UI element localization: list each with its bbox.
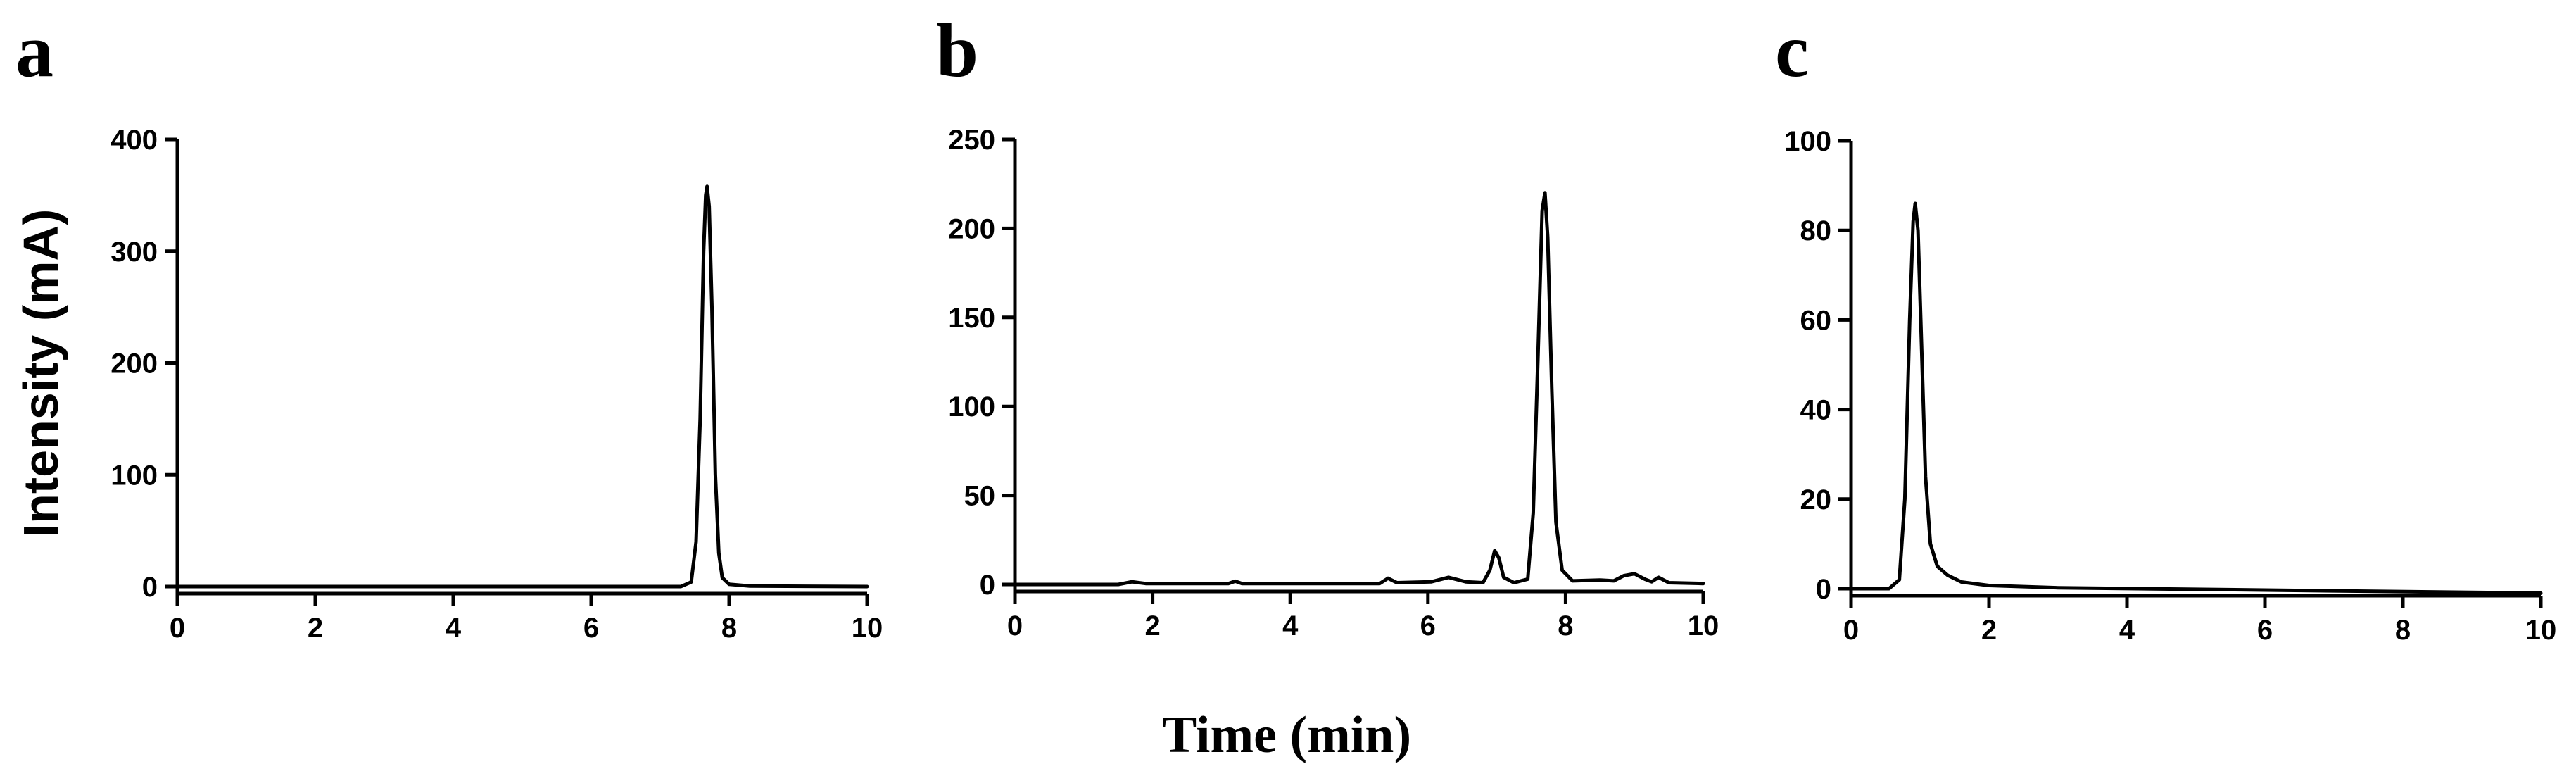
x-tick-label: 0 (1843, 615, 1859, 646)
x-tick-label: 6 (2257, 615, 2273, 646)
panel-label-a: a (15, 9, 53, 93)
x-tick-label: 2 (1981, 615, 1997, 646)
y-tick-label: 60 (1800, 305, 1832, 336)
y-tick-label: 100 (111, 460, 158, 491)
y-tick-label: 200 (111, 349, 158, 380)
y-tick-label: 0 (980, 570, 995, 601)
x-tick-label: 10 (852, 613, 883, 644)
shared-y-axis-title: Intensity (mA) (13, 209, 68, 538)
y-tick-label: 100 (948, 392, 995, 422)
chromatogram-trace-c (1849, 201, 2543, 595)
panel-label-b: b (936, 9, 978, 93)
y-tick-label: 40 (1800, 395, 1832, 426)
x-tick-label: 10 (2525, 615, 2557, 646)
x-tick-label: 4 (446, 613, 462, 644)
shared-x-axis-title: Time (min) (1162, 706, 1411, 764)
x-tick-label: 8 (1558, 610, 1573, 641)
chart-panel-c: c 0 20 40 60 80 100 0 2 4 6 8 10 (1775, 9, 2556, 646)
x-tick-label: 4 (1282, 610, 1299, 641)
chromatogram-trace-b (1013, 191, 1705, 587)
chromatogram-trace-a (175, 184, 869, 589)
y-tick-label: 300 (111, 237, 158, 268)
y-tick-label: 0 (1816, 574, 1831, 605)
x-tick-label: 2 (1144, 610, 1160, 641)
y-tick-label: 0 (142, 572, 158, 603)
chart-panel-b: b 0 50 100 150 200 250 0 2 4 6 8 10 (936, 9, 1719, 641)
panel-label-c: c (1775, 9, 1809, 93)
y-tick-label: 150 (948, 303, 995, 334)
x-tick-label: 8 (721, 613, 737, 644)
y-tick-label: 80 (1800, 215, 1832, 246)
y-tick-label: 400 (111, 125, 158, 156)
x-tick-label: 0 (1007, 610, 1023, 641)
y-tick-label: 100 (1784, 126, 1831, 157)
x-tick-label: 2 (308, 613, 323, 644)
x-tick-label: 0 (170, 613, 185, 644)
y-tick-label: 50 (964, 481, 996, 512)
x-tick-label: 6 (1420, 610, 1436, 641)
x-tick-label: 10 (1688, 610, 1719, 641)
y-tick-label: 20 (1800, 484, 1832, 515)
y-tick-label: 200 (948, 213, 995, 244)
x-tick-label: 4 (2119, 615, 2135, 646)
x-tick-label: 8 (2395, 615, 2411, 646)
x-tick-label: 6 (583, 613, 599, 644)
chart-panel-a: a 0 100 200 300 400 0 2 4 6 8 10 (15, 9, 883, 644)
y-tick-label: 250 (948, 125, 995, 156)
